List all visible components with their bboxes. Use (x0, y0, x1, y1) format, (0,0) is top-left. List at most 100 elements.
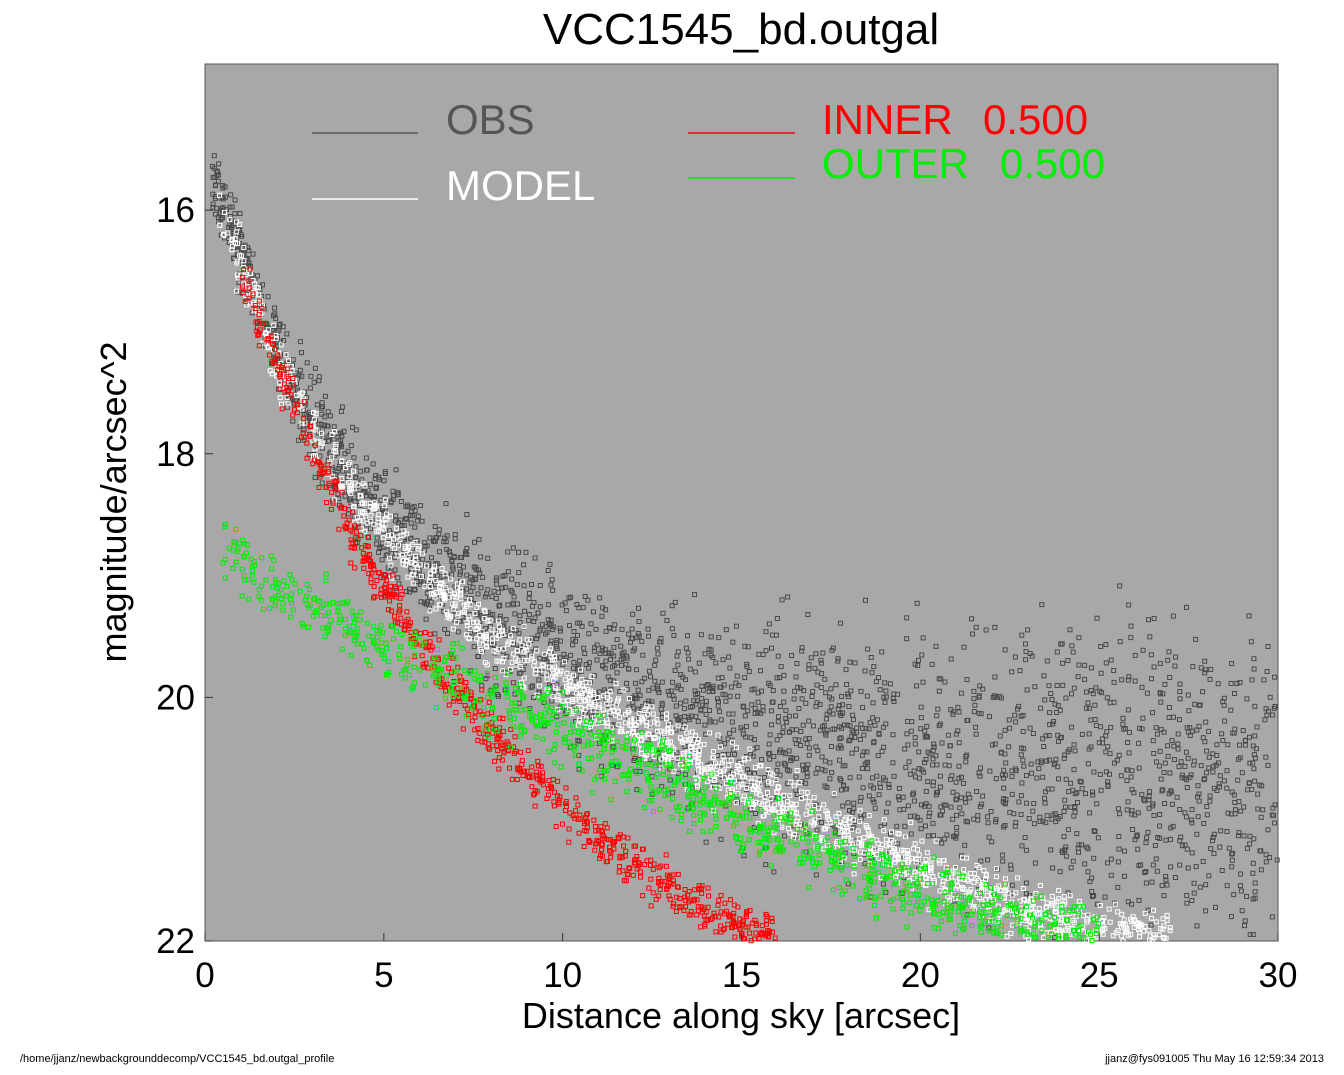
data-point-obs (1191, 890, 1197, 896)
data-point-obs (669, 603, 675, 609)
data-point-obs (871, 664, 877, 670)
data-point-obs (1068, 780, 1074, 786)
data-point-obs (1159, 788, 1165, 794)
data-point-obs (1016, 799, 1022, 805)
data-point-obs (725, 736, 731, 742)
data-point-obs (1203, 667, 1209, 673)
data-point-obs (1117, 811, 1123, 817)
data-point-obs (1098, 644, 1104, 649)
data-point-obs (847, 659, 853, 665)
data-point-obs (798, 685, 804, 691)
data-point-obs (299, 350, 304, 356)
data-point-obs (611, 653, 617, 659)
data-point-obs (532, 555, 538, 561)
data-point-obs (799, 696, 805, 702)
data-point-obs (774, 794, 780, 800)
data-point-obs (1168, 825, 1174, 831)
data-point-obs (959, 811, 965, 817)
data-point-obs (847, 775, 853, 781)
data-point-obs (1040, 736, 1046, 742)
data-point-obs (1143, 880, 1149, 886)
data-point-obs (521, 562, 527, 568)
data-point-obs (237, 211, 243, 216)
data-point-obs (1083, 689, 1089, 695)
data-point-obs (1145, 829, 1151, 835)
data-point-obs (1059, 641, 1065, 647)
data-point-obs (1177, 696, 1183, 702)
data-point-obs (372, 494, 377, 500)
data-point-obs (1012, 654, 1018, 660)
data-point-obs (1125, 707, 1131, 713)
data-point-obs (784, 719, 790, 725)
data-point-obs (930, 820, 936, 826)
data-point-obs (527, 590, 532, 596)
data-point-obs (1077, 778, 1083, 784)
data-point-obs (1104, 695, 1110, 701)
data-point-obs (950, 816, 956, 822)
data-point-obs (923, 788, 929, 794)
data-point-obs (891, 773, 897, 779)
data-point-obs (1175, 746, 1181, 752)
data-point-obs (1086, 705, 1092, 711)
data-point-obs (424, 543, 430, 549)
data-point-obs (763, 648, 769, 654)
data-point-obs (885, 800, 891, 806)
data-point-obs (1152, 843, 1158, 848)
data-point-obs (732, 751, 737, 757)
data-point-obs (922, 760, 928, 766)
data-point-obs (568, 594, 574, 600)
data-point-obs (1242, 918, 1248, 924)
data-point-obs (367, 493, 373, 499)
data-point-obs (703, 703, 709, 709)
data-point-obs (530, 683, 535, 689)
data-point-obs (976, 770, 982, 776)
data-point-obs (708, 634, 714, 640)
data-point-obs (709, 688, 715, 694)
data-point-obs (582, 651, 588, 656)
data-point-obs (1185, 865, 1191, 871)
data-point-obs (232, 197, 238, 203)
data-point-obs (423, 616, 429, 622)
data-point-obs (624, 680, 629, 686)
data-point-obs (870, 700, 876, 706)
data-point-obs (916, 657, 921, 663)
data-point-obs (903, 764, 909, 770)
data-point-obs (395, 541, 401, 547)
data-point-obs (383, 552, 389, 558)
data-point-obs (1161, 893, 1167, 899)
data-point-obs (319, 411, 325, 417)
data-point-obs (331, 436, 337, 442)
data-point-obs (936, 676, 942, 682)
data-point-obs (718, 836, 724, 842)
data-point-obs (1150, 803, 1155, 809)
data-point-obs (1037, 814, 1043, 820)
data-point-obs (1095, 835, 1101, 841)
data-point-obs (1094, 901, 1100, 907)
data-point-obs (1177, 717, 1182, 723)
data-point-obs (693, 714, 699, 720)
data-point-obs (1050, 812, 1056, 818)
data-point-obs (1170, 613, 1176, 619)
data-point-obs (1226, 845, 1232, 851)
data-point-obs (670, 679, 675, 685)
data-point-obs (672, 668, 678, 673)
data-point-obs (505, 569, 511, 575)
data-point-obs (993, 776, 999, 782)
data-point-obs (1139, 726, 1145, 732)
data-point-obs (455, 629, 461, 635)
data-point-obs (1048, 847, 1054, 853)
data-point-obs (872, 805, 878, 811)
data-point-obs (867, 720, 873, 726)
data-point-obs (603, 628, 609, 634)
data-point-obs (413, 540, 419, 546)
data-point-obs (1091, 855, 1097, 861)
data-point-obs (1165, 743, 1171, 749)
data-point-obs (929, 661, 935, 667)
data-point-obs (905, 803, 911, 809)
data-point-obs (674, 750, 680, 756)
data-point-obs (1018, 793, 1024, 799)
data-point-obs (945, 732, 951, 738)
data-point-obs (1000, 858, 1006, 864)
data-point-obs (526, 595, 532, 601)
data-point-obs (1146, 794, 1152, 799)
